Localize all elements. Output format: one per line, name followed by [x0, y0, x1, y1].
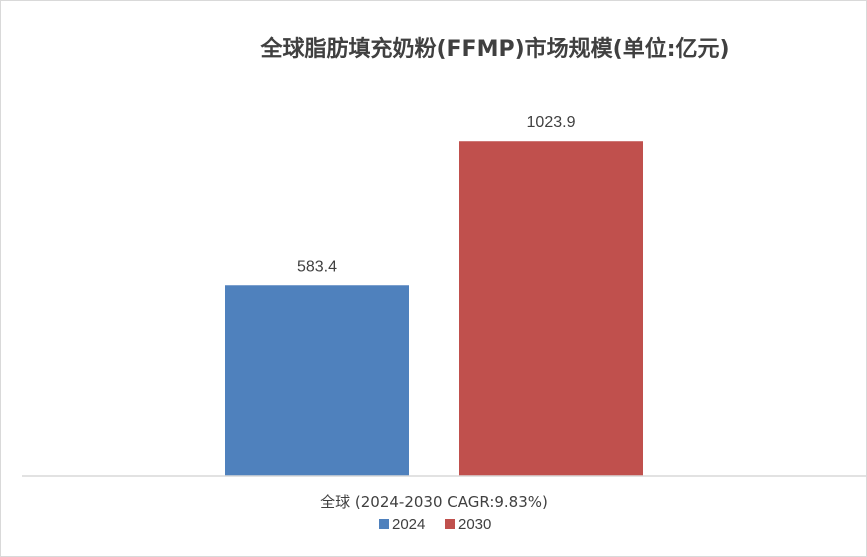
data-label-2030: 1023.9	[527, 114, 576, 131]
bar-2030	[459, 141, 643, 476]
legend-label-2024: 2024	[392, 516, 425, 533]
legend: 2024 2030	[379, 516, 491, 533]
bar-2024	[225, 285, 409, 476]
legend-label-2030: 2030	[458, 516, 491, 533]
legend-swatch-2030	[445, 519, 455, 529]
bars-group	[225, 141, 643, 476]
chart-title: 全球脂肪填充奶粉(FFMP)市场规模(单位:亿元)	[259, 36, 729, 62]
data-label-2024: 583.4	[297, 258, 337, 275]
legend-swatch-2024	[379, 519, 389, 529]
category-label: 全球 (2024-2030 CAGR:9.83%)	[320, 493, 548, 511]
data-labels-group: 583.4 1023.9	[297, 114, 576, 275]
